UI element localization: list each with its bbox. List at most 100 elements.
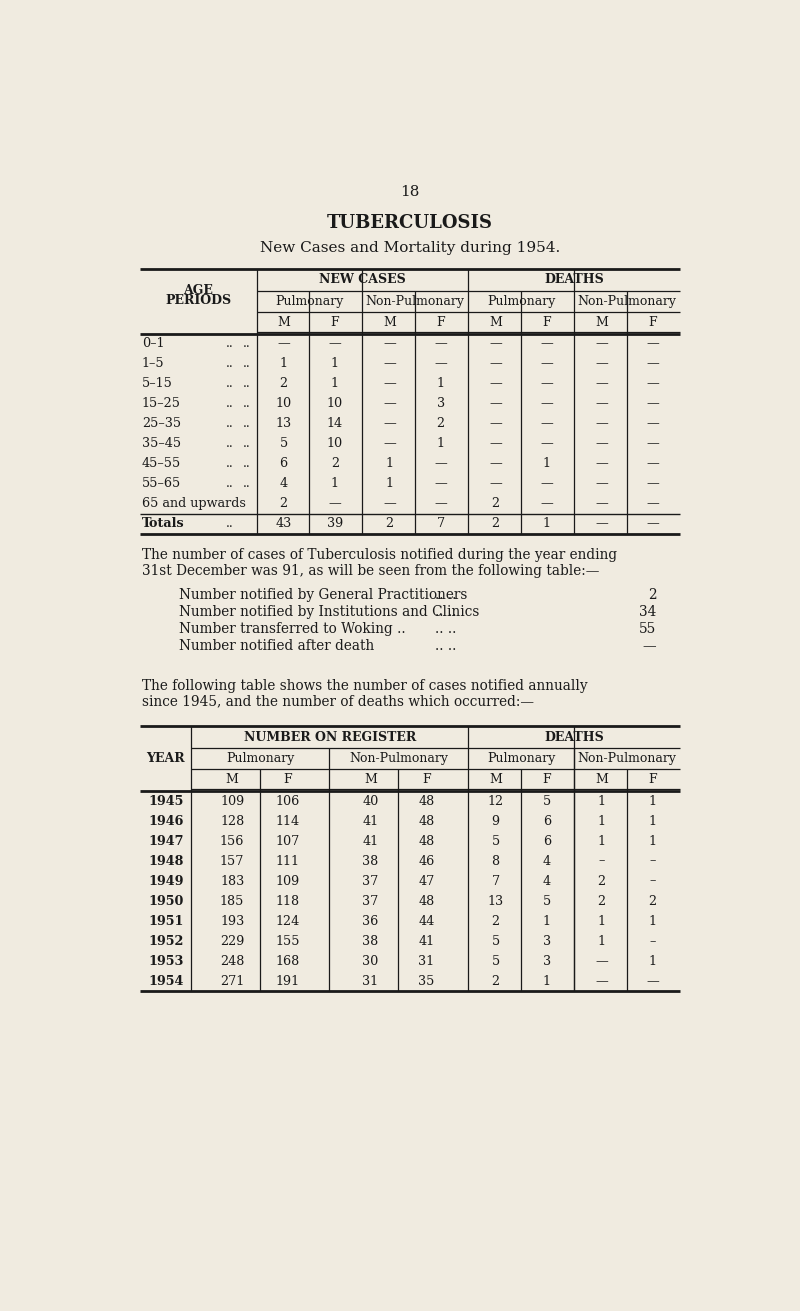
Text: ..: .. bbox=[243, 397, 251, 410]
Text: —: — bbox=[434, 357, 447, 370]
Text: 1: 1 bbox=[542, 974, 550, 987]
Text: 107: 107 bbox=[276, 835, 300, 848]
Text: The number of cases of Tuberculosis notified during the year ending: The number of cases of Tuberculosis noti… bbox=[142, 548, 617, 562]
Text: —: — bbox=[595, 974, 608, 987]
Text: —: — bbox=[383, 497, 396, 510]
Text: .. ..: .. .. bbox=[435, 623, 456, 636]
Text: 229: 229 bbox=[220, 935, 244, 948]
Text: Pulmonary: Pulmonary bbox=[487, 295, 555, 308]
Text: 8: 8 bbox=[491, 855, 500, 868]
Text: 4: 4 bbox=[542, 874, 551, 888]
Text: F: F bbox=[284, 773, 292, 787]
Text: —: — bbox=[595, 954, 608, 968]
Text: 1954: 1954 bbox=[148, 974, 183, 987]
Text: 44: 44 bbox=[418, 915, 434, 928]
Text: —: — bbox=[541, 357, 553, 370]
Text: 55: 55 bbox=[639, 623, 657, 636]
Text: —: — bbox=[646, 378, 659, 391]
Text: —: — bbox=[646, 497, 659, 510]
Text: –: – bbox=[650, 935, 656, 948]
Text: 124: 124 bbox=[276, 915, 300, 928]
Text: 6: 6 bbox=[542, 814, 551, 827]
Text: 1: 1 bbox=[649, 835, 657, 848]
Text: —: — bbox=[434, 458, 447, 471]
Text: 37: 37 bbox=[362, 874, 378, 888]
Text: 1952: 1952 bbox=[148, 935, 183, 948]
Text: M: M bbox=[595, 316, 608, 329]
Text: ..: .. bbox=[226, 357, 234, 370]
Text: 185: 185 bbox=[220, 894, 244, 907]
Text: Number transferred to Woking ..: Number transferred to Woking .. bbox=[179, 623, 406, 636]
Text: —: — bbox=[490, 477, 502, 490]
Text: —: — bbox=[595, 417, 608, 430]
Text: 1: 1 bbox=[542, 518, 550, 531]
Text: —: — bbox=[383, 417, 396, 430]
Text: —: — bbox=[383, 337, 396, 350]
Text: 1: 1 bbox=[598, 915, 606, 928]
Text: 118: 118 bbox=[276, 894, 300, 907]
Text: Non-Pulmonary: Non-Pulmonary bbox=[366, 295, 465, 308]
Text: NUMBER ON REGISTER: NUMBER ON REGISTER bbox=[244, 730, 416, 743]
Text: 1: 1 bbox=[437, 378, 445, 391]
Text: 1: 1 bbox=[649, 794, 657, 808]
Text: Number notified after death: Number notified after death bbox=[179, 640, 374, 653]
Text: 1950: 1950 bbox=[148, 894, 183, 907]
Text: —: — bbox=[278, 337, 290, 350]
Text: —: — bbox=[329, 497, 342, 510]
Text: 5: 5 bbox=[491, 954, 500, 968]
Text: ..: .. bbox=[226, 438, 234, 450]
Text: 1: 1 bbox=[598, 794, 606, 808]
Text: 2: 2 bbox=[330, 458, 339, 471]
Text: 1947: 1947 bbox=[148, 835, 184, 848]
Text: 1949: 1949 bbox=[148, 874, 184, 888]
Text: 41: 41 bbox=[362, 835, 378, 848]
Text: 2: 2 bbox=[437, 417, 445, 430]
Text: —: — bbox=[595, 458, 608, 471]
Text: 35–45: 35–45 bbox=[142, 438, 181, 450]
Text: 5: 5 bbox=[542, 794, 551, 808]
Text: 1: 1 bbox=[542, 915, 550, 928]
Text: AGE: AGE bbox=[183, 284, 214, 298]
Text: 109: 109 bbox=[220, 794, 244, 808]
Text: 2: 2 bbox=[280, 378, 288, 391]
Text: Non-Pulmonary: Non-Pulmonary bbox=[349, 753, 448, 766]
Text: —: — bbox=[434, 337, 447, 350]
Text: 37: 37 bbox=[362, 894, 378, 907]
Text: —: — bbox=[541, 417, 553, 430]
Text: 155: 155 bbox=[276, 935, 300, 948]
Text: Non-Pulmonary: Non-Pulmonary bbox=[578, 295, 677, 308]
Text: 1: 1 bbox=[598, 935, 606, 948]
Text: —: — bbox=[595, 378, 608, 391]
Text: 47: 47 bbox=[418, 874, 434, 888]
Text: 5: 5 bbox=[491, 835, 500, 848]
Text: NEW CASES: NEW CASES bbox=[319, 273, 406, 286]
Text: M: M bbox=[278, 316, 290, 329]
Text: 36: 36 bbox=[362, 915, 378, 928]
Text: ..: .. bbox=[226, 458, 234, 471]
Text: DEATHS: DEATHS bbox=[544, 730, 604, 743]
Text: 25–35: 25–35 bbox=[142, 417, 181, 430]
Text: Number notified by Institutions and Clinics: Number notified by Institutions and Clin… bbox=[179, 606, 479, 619]
Text: —: — bbox=[646, 337, 659, 350]
Text: —: — bbox=[646, 397, 659, 410]
Text: 109: 109 bbox=[276, 874, 300, 888]
Text: 35: 35 bbox=[418, 974, 434, 987]
Text: ..: .. bbox=[226, 477, 234, 490]
Text: —: — bbox=[541, 337, 553, 350]
Text: F: F bbox=[422, 773, 430, 787]
Text: —: — bbox=[646, 974, 659, 987]
Text: —: — bbox=[383, 378, 396, 391]
Text: since 1945, and the number of deaths which occurred:—: since 1945, and the number of deaths whi… bbox=[142, 695, 534, 709]
Text: Pulmonary: Pulmonary bbox=[226, 753, 294, 766]
Text: –: – bbox=[650, 855, 656, 868]
Text: 128: 128 bbox=[220, 814, 244, 827]
Text: 1: 1 bbox=[649, 814, 657, 827]
Text: 4: 4 bbox=[280, 477, 288, 490]
Text: F: F bbox=[542, 773, 551, 787]
Text: ..: .. bbox=[226, 397, 234, 410]
Text: 1948: 1948 bbox=[148, 855, 183, 868]
Text: 191: 191 bbox=[276, 974, 300, 987]
Text: —: — bbox=[434, 497, 447, 510]
Text: 31: 31 bbox=[362, 974, 378, 987]
Text: ..: .. bbox=[226, 518, 234, 531]
